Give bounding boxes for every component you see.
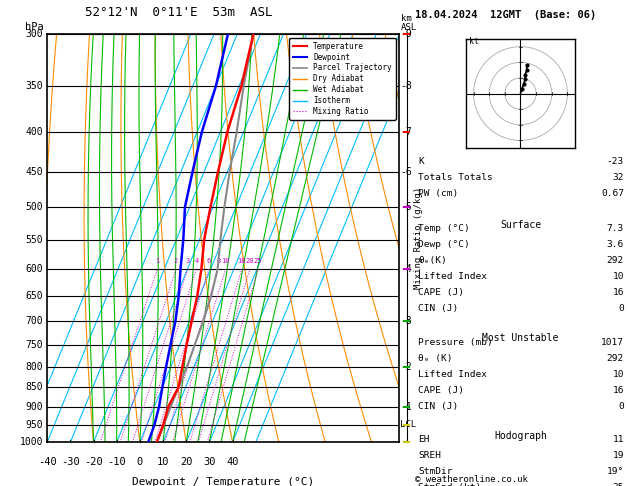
Text: hPa: hPa: [25, 21, 44, 32]
Text: 8: 8: [216, 258, 220, 264]
Text: -10: -10: [108, 456, 126, 467]
Text: CAPE (J): CAPE (J): [418, 288, 464, 297]
Text: 11: 11: [613, 435, 624, 444]
Text: 700: 700: [25, 316, 43, 326]
Text: 800: 800: [25, 362, 43, 372]
Text: 292: 292: [607, 256, 624, 265]
Text: 1: 1: [155, 258, 159, 264]
Text: 650: 650: [25, 291, 43, 301]
Text: 52°12'N  0°11'E  53m  ASL: 52°12'N 0°11'E 53m ASL: [85, 6, 272, 19]
Text: 750: 750: [25, 340, 43, 350]
Text: θₑ (K): θₑ (K): [418, 354, 453, 363]
Text: CIN (J): CIN (J): [418, 402, 459, 411]
Text: θₑ(K): θₑ(K): [418, 256, 447, 265]
Text: 25: 25: [613, 484, 624, 486]
Text: PW (cm): PW (cm): [418, 189, 459, 198]
Legend: Temperature, Dewpoint, Parcel Trajectory, Dry Adiabat, Wet Adiabat, Isotherm, Mi: Temperature, Dewpoint, Parcel Trajectory…: [289, 38, 396, 120]
Text: 1000: 1000: [19, 437, 43, 447]
Text: 0: 0: [618, 304, 624, 313]
Text: -9: -9: [400, 29, 412, 39]
Text: -20: -20: [84, 456, 103, 467]
Text: 16: 16: [238, 258, 246, 264]
Text: StmDir: StmDir: [418, 468, 453, 476]
Text: 300: 300: [25, 29, 43, 39]
Text: 6: 6: [207, 258, 211, 264]
Text: 1017: 1017: [601, 338, 624, 347]
Text: 292: 292: [607, 354, 624, 363]
Text: K: K: [418, 157, 424, 166]
Text: 350: 350: [25, 81, 43, 91]
Text: kt: kt: [469, 36, 479, 46]
Text: © weatheronline.co.uk: © weatheronline.co.uk: [415, 474, 528, 484]
Text: 16: 16: [613, 386, 624, 395]
Text: -8: -8: [400, 81, 412, 91]
Text: 20: 20: [180, 456, 192, 467]
Text: -2: -2: [400, 362, 412, 372]
Text: 10: 10: [613, 272, 624, 281]
Text: -30: -30: [61, 456, 80, 467]
Text: Surface: Surface: [500, 220, 541, 230]
Text: CIN (J): CIN (J): [418, 304, 459, 313]
Text: 600: 600: [25, 264, 43, 274]
Text: Dewp (°C): Dewp (°C): [418, 240, 470, 249]
Text: 10: 10: [221, 258, 230, 264]
Text: 2: 2: [174, 258, 178, 264]
Text: Dewpoint / Temperature (°C): Dewpoint / Temperature (°C): [132, 477, 314, 486]
Text: 850: 850: [25, 382, 43, 392]
Text: Mixing Ratio (g/kg): Mixing Ratio (g/kg): [415, 187, 423, 289]
Text: km
ASL: km ASL: [401, 14, 417, 32]
Text: StmSpd (kt): StmSpd (kt): [418, 484, 482, 486]
Text: 16: 16: [613, 288, 624, 297]
Text: 10: 10: [157, 456, 169, 467]
Text: -3: -3: [400, 316, 412, 326]
Text: 950: 950: [25, 420, 43, 430]
Text: 40: 40: [226, 456, 239, 467]
Text: Most Unstable: Most Unstable: [482, 333, 559, 344]
Text: 900: 900: [25, 401, 43, 412]
Text: 450: 450: [25, 167, 43, 176]
Text: 4: 4: [194, 258, 199, 264]
Text: -1: -1: [400, 401, 412, 412]
Text: 0.67: 0.67: [601, 189, 624, 198]
Text: 32: 32: [613, 173, 624, 182]
Text: Temp (°C): Temp (°C): [418, 224, 470, 233]
Text: 400: 400: [25, 126, 43, 137]
Text: 18.04.2024  12GMT  (Base: 06): 18.04.2024 12GMT (Base: 06): [415, 10, 596, 20]
Text: Hodograph: Hodograph: [494, 431, 547, 441]
Text: 3: 3: [186, 258, 190, 264]
Text: 20: 20: [246, 258, 254, 264]
Text: Lifted Index: Lifted Index: [418, 370, 487, 379]
Text: 10: 10: [613, 370, 624, 379]
Text: -6: -6: [400, 167, 412, 176]
Text: 3.6: 3.6: [607, 240, 624, 249]
Text: -7: -7: [400, 126, 412, 137]
Text: CAPE (J): CAPE (J): [418, 386, 464, 395]
Text: Pressure (mb): Pressure (mb): [418, 338, 493, 347]
Text: 550: 550: [25, 235, 43, 244]
Text: -23: -23: [607, 157, 624, 166]
Text: Lifted Index: Lifted Index: [418, 272, 487, 281]
Text: 30: 30: [203, 456, 216, 467]
Text: EH: EH: [418, 435, 430, 444]
Text: 19: 19: [613, 451, 624, 460]
Text: -5: -5: [400, 202, 412, 212]
Text: 25: 25: [254, 258, 262, 264]
Text: -40: -40: [38, 456, 57, 467]
Text: -4: -4: [400, 264, 412, 274]
Text: 7.3: 7.3: [607, 224, 624, 233]
Text: SREH: SREH: [418, 451, 442, 460]
Text: Totals Totals: Totals Totals: [418, 173, 493, 182]
Text: 19°: 19°: [607, 468, 624, 476]
Text: LCL: LCL: [400, 419, 416, 429]
Text: 0: 0: [618, 402, 624, 411]
Text: 0: 0: [136, 456, 143, 467]
Text: 500: 500: [25, 202, 43, 212]
